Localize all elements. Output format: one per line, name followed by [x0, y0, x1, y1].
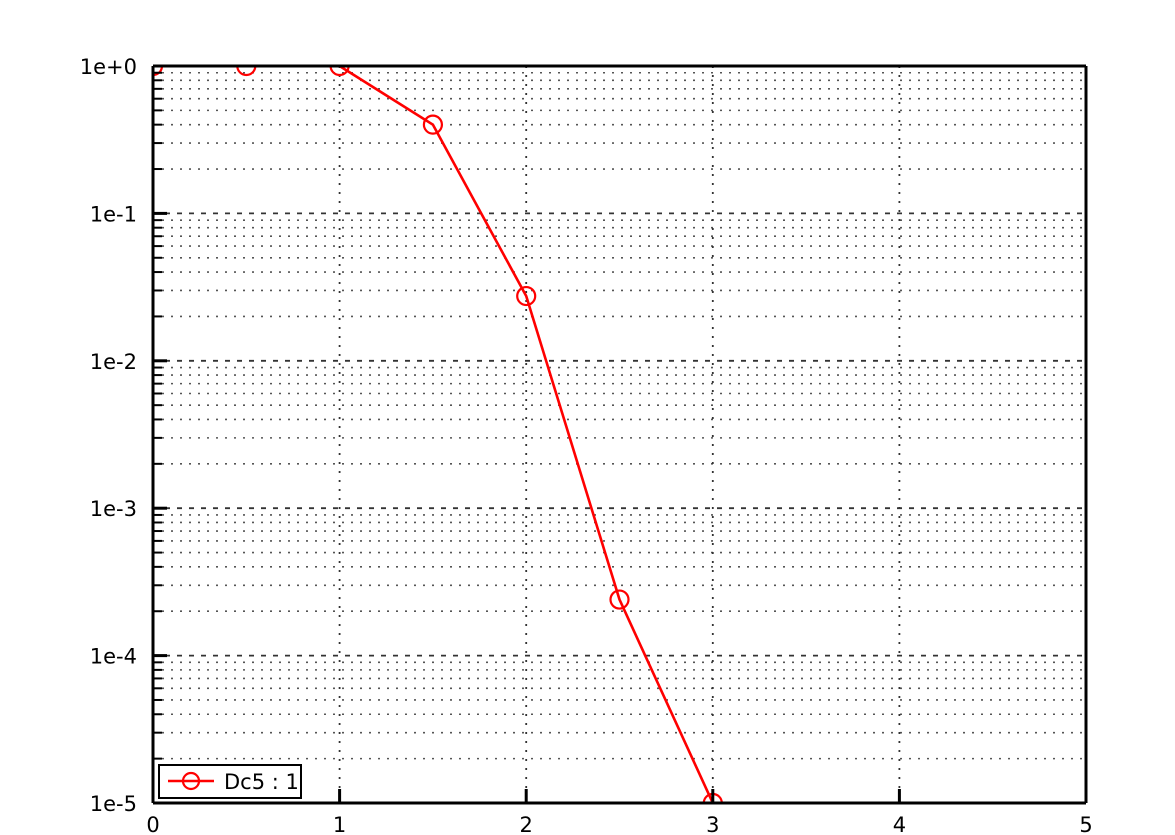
data-point-marker [516, 285, 537, 307]
x-tick-label: 2 [520, 813, 533, 835]
y-axis-major-ticks [153, 64, 167, 805]
y-tick-label: 1e+0 [80, 55, 137, 79]
data-point-marker [609, 589, 630, 610]
y-tick-label: 1e-3 [90, 497, 137, 521]
plot-area-background [153, 66, 1086, 803]
axis-frame [151, 64, 1088, 805]
data-point-marker [422, 114, 443, 135]
data-point-marker [236, 66, 257, 77]
series-line-dc5-1 [153, 66, 714, 803]
y-tick-label: 1e-4 [90, 645, 137, 669]
y-tick-label: 1e-5 [90, 792, 137, 816]
data-point-marker [329, 66, 350, 77]
x-axis-major-ticks [338, 789, 901, 803]
x-tick-label: 0 [146, 813, 159, 835]
y-axis-tick-labels: 1e+0 1e-1 1e-2 1e-3 1e-4 1e-5 [80, 55, 137, 816]
legend-entry-label: Dc5 : 1 [224, 770, 299, 794]
y-tick-label: 1e-2 [90, 350, 137, 374]
x-tick-label: 5 [1079, 813, 1092, 835]
x-tick-label: 4 [893, 813, 906, 835]
y-axis-minor-ticks [153, 71, 162, 760]
x-tick-label: 3 [706, 813, 719, 835]
chart-legend[interactable]: Dc5 : 1 [158, 764, 302, 799]
y-tick-label: 1e-1 [90, 202, 137, 226]
x-axis-tick-labels: 0 1 2 3 4 5 [146, 813, 1092, 835]
x-tick-label: 1 [333, 813, 346, 835]
legend-sample-marker [181, 771, 201, 791]
